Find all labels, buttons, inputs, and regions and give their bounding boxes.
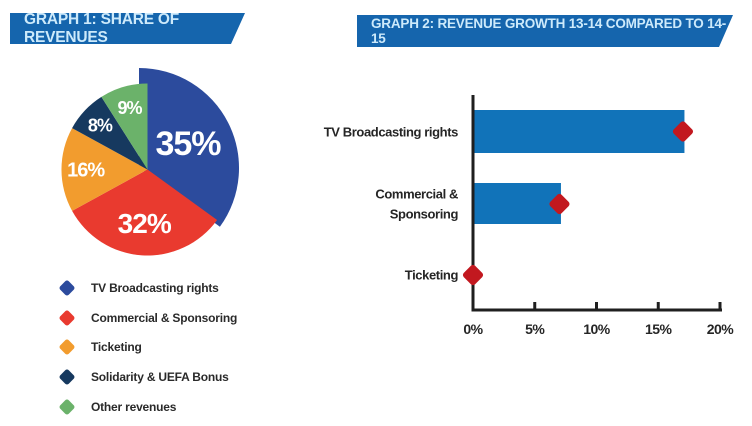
legend-item-ticketing: Ticketing bbox=[58, 332, 237, 362]
legend-diamond-icon bbox=[58, 309, 76, 327]
graph2-title: GRAPH 2: REVENUE GROWTH 13-14 COMPARED T… bbox=[371, 16, 727, 46]
pie-slice-tv-broadcasting-rights bbox=[139, 68, 240, 227]
legend-item-tv-broadcasting-rights: TV Broadcasting rights bbox=[58, 273, 237, 303]
legend-diamond-icon bbox=[58, 368, 76, 386]
graph2-title-banner: GRAPH 2: REVENUE GROWTH 13-14 COMPARED T… bbox=[357, 15, 733, 47]
legend-item-other-revenues: Other revenues bbox=[58, 392, 237, 422]
x-tick-label-0: 0% bbox=[463, 321, 483, 337]
diamond-swatch bbox=[58, 279, 76, 297]
legend-item-label: Commercial & Sponsoring bbox=[91, 310, 238, 325]
legend-item-commercial-sponsoring: Commercial & Sponsoring bbox=[58, 303, 237, 333]
legend-item-label: Ticketing bbox=[91, 340, 142, 355]
bar-category-label-tv-broadcasting-rights: TV Broadcasting rights bbox=[323, 123, 459, 139]
x-tick-label-10: 10% bbox=[583, 321, 610, 337]
x-tick-label-15: 15% bbox=[644, 321, 672, 337]
bar-commercial-sponsoring bbox=[474, 183, 561, 224]
diamond-swatch bbox=[58, 338, 76, 356]
pie-slice-other-revenues bbox=[101, 83, 148, 170]
pie-slice-solidarity-uefa-bonus bbox=[72, 96, 148, 170]
legend-item-label: Solidarity & UEFA Bonus bbox=[91, 369, 229, 384]
pie-slice-value-label: 9% bbox=[117, 98, 142, 118]
legend-item-label: Other revenues bbox=[91, 399, 177, 414]
marker-diamond-ticketing bbox=[462, 264, 484, 286]
pie-slice-commercial-sponsoring bbox=[72, 169, 218, 256]
bar-tv-broadcasting-rights bbox=[474, 110, 685, 153]
pie-slice-value-label: 16% bbox=[67, 160, 105, 182]
pie-slice-value-label: 35% bbox=[155, 125, 221, 163]
pie-legend: TV Broadcasting rights Commercial & Spons… bbox=[58, 273, 237, 421]
x-tick-label-20: 20% bbox=[706, 321, 734, 337]
pie-slice-ticketing bbox=[61, 128, 148, 211]
bar-category-label-commercial-sponsoring: Commercial & Sponsoring bbox=[375, 186, 458, 222]
legend-diamond-icon bbox=[58, 398, 76, 416]
marker-diamond-tv-broadcasting-rights bbox=[672, 121, 694, 142]
marker-diamond-commercial-sponsoring bbox=[549, 193, 570, 215]
graph1-title-banner: GRAPH 1: SHARE OF REVENUES bbox=[10, 13, 245, 44]
x-tick-label-5: 5% bbox=[525, 321, 545, 337]
pie-slice-value-label: 8% bbox=[88, 115, 113, 135]
legend-diamond-icon bbox=[58, 338, 76, 356]
legend-diamond-icon bbox=[58, 279, 76, 297]
diamond-swatch bbox=[58, 309, 76, 327]
graph1-title: GRAPH 1: SHARE OF REVENUES bbox=[24, 10, 180, 46]
pie-slice-value-label: 32% bbox=[118, 208, 172, 239]
legend-item-solidarity-uefa-bonus: Solidarity & UEFA Bonus bbox=[58, 362, 237, 392]
bar-category-label-ticketing: Ticketing bbox=[404, 267, 459, 283]
diamond-swatch bbox=[58, 368, 76, 386]
diamond-swatch bbox=[58, 398, 76, 416]
legend-item-label: TV Broadcasting rights bbox=[91, 280, 219, 295]
